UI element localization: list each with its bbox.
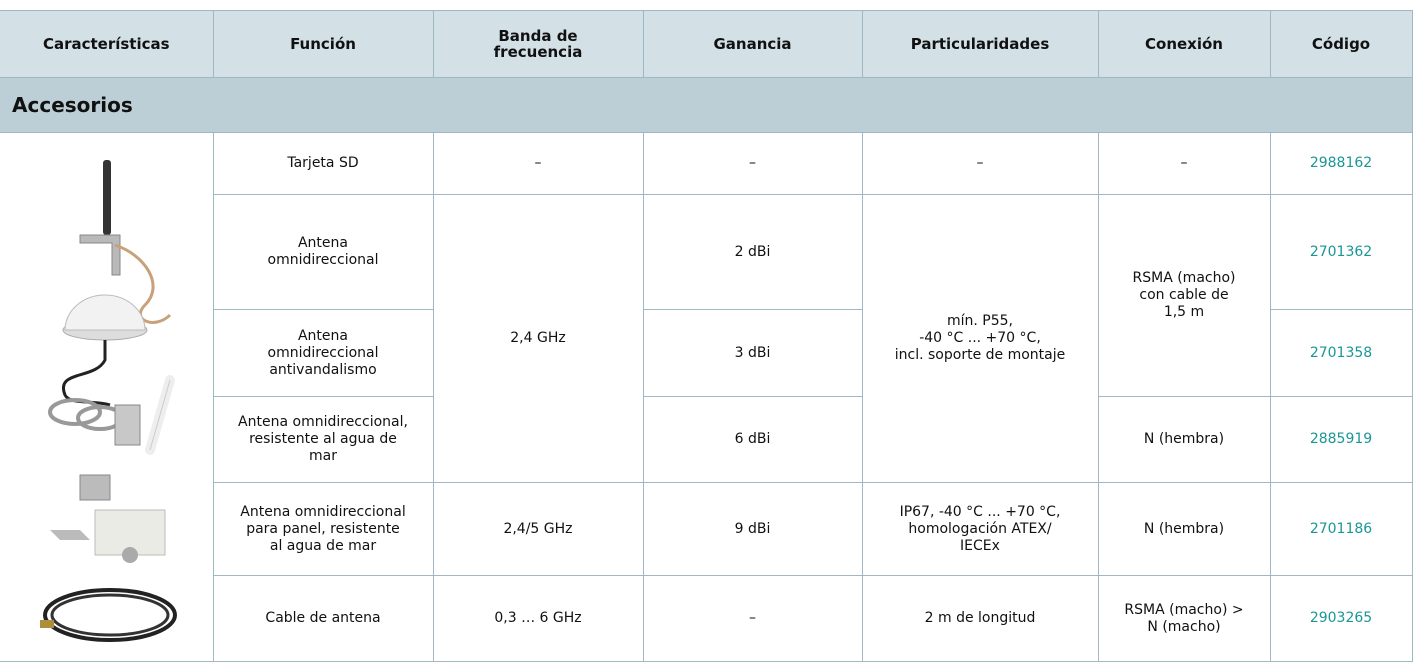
header-cell: Conexión [1097,10,1271,78]
cell: 2 m de longitud [861,575,1099,662]
header-cell: Características [0,10,214,78]
header-cell: Función [212,10,434,78]
cell: 2 dBi [642,194,863,310]
cell: Antena omnidireccional antivandalismo [212,309,434,397]
dome-antenna [62,294,148,407]
row: Antena omnidireccional, resistente al ag… [0,396,1413,483]
clamp-antenna [48,375,176,455]
antenna-cable [40,588,178,642]
cell: – [432,132,644,195]
row: Antena omnidireccional antivandalismo 3 … [0,309,1413,397]
cell: N (hembra) [1097,396,1271,483]
header-cell: Ganancia [642,10,863,78]
code-cell: 2701362 [1269,194,1413,310]
panel-antenna [50,474,166,563]
cell: Antena omnidireccional [212,194,434,310]
header-row: Características Función Banda de frecuen… [0,10,1413,78]
antenna-bracket [79,160,172,324]
cell: – [861,132,1099,195]
cell: N (hembra) [1097,482,1271,576]
cell: 2,4/5 GHz [432,482,644,576]
code-cell: 2885919 [1269,396,1413,483]
row: Antena omnidireccional 2,4 GHz 2 dBi mín… [0,194,1413,483]
cell: 9 dBi [642,482,863,576]
product-images [0,132,214,662]
cell: Antena omnidireccional para panel, resis… [212,482,434,576]
cell: 2,4 GHz [432,194,644,483]
cell: – [642,575,863,662]
cell: Tarjeta SD [212,132,434,195]
cell: RSMA (macho) con cable de 1,5 m [1097,194,1271,397]
page: Características Función Banda de frecuen… [0,10,1413,662]
product-table: Características Función Banda de frecuen… [0,10,1413,662]
row: Tarjeta SD – – – – 2988162 [0,132,1413,662]
cell: – [642,132,863,195]
code-cell: 2701358 [1269,309,1413,397]
cell: 0,3 … 6 GHz [432,575,644,662]
cell: mín. P55, -40 °C ... +70 °C, incl. sopor… [861,194,1099,483]
cell: – [1097,132,1271,195]
header-cell: Código [1269,10,1413,78]
section-row: Accesorios [0,77,1413,133]
cell: 6 dBi [642,396,863,483]
cell: Cable de antena [212,575,434,662]
code-cell: 2988162 [1269,132,1413,195]
row: Antena omnidireccional para panel, resis… [0,482,1413,576]
code-cell: 2701186 [1269,482,1413,576]
header-cell: Particularidades [861,10,1099,78]
images [40,160,178,642]
section-title: Accesorios [0,77,1413,133]
cell: 3 dBi [642,309,863,397]
cell: Antena omnidireccional, resistente al ag… [212,396,434,483]
cell: RSMA (macho) > N (macho) [1097,575,1271,662]
cell: IP67, -40 °C ... +70 °C, homologación AT… [861,482,1099,576]
code-cell: 2903265 [1269,575,1413,662]
header-cell: Banda de frecuencia [432,10,644,78]
